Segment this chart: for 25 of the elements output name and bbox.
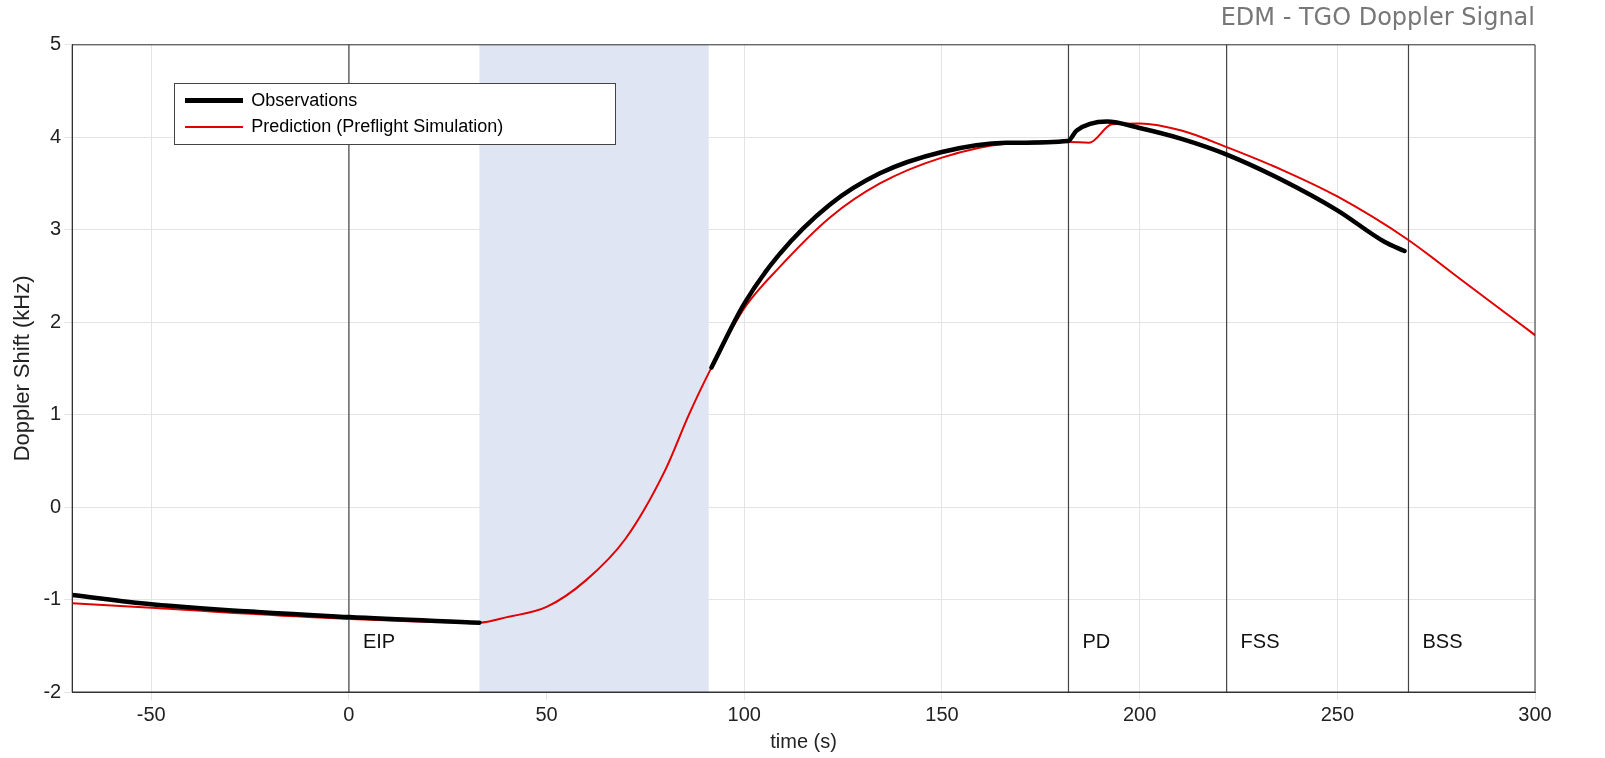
y-tick-label: -1 bbox=[43, 587, 62, 610]
ref-line-label: PD bbox=[1082, 630, 1111, 652]
legend-label: Prediction (Preflight Simulation) bbox=[251, 116, 504, 138]
y-axis-title: Doppler Shift (kHz) bbox=[9, 275, 35, 462]
ref-line-label: FSS bbox=[1240, 630, 1280, 652]
x-axis-title: time (s) bbox=[770, 729, 837, 752]
y-tick-label: 2 bbox=[50, 309, 62, 332]
x-tick-label: 100 bbox=[727, 702, 761, 725]
ref-line-label: EIP bbox=[362, 630, 396, 652]
y-tick-label: 0 bbox=[50, 494, 62, 517]
y-tick-label: -2 bbox=[43, 679, 62, 702]
x-tick-label: 150 bbox=[925, 702, 959, 725]
x-tick-label: 200 bbox=[1122, 702, 1157, 725]
y-tick-label: 1 bbox=[50, 402, 62, 425]
legend-label: Observations bbox=[251, 90, 358, 112]
x-tick-label: 300 bbox=[1518, 702, 1552, 725]
y-tick-label: 3 bbox=[50, 217, 62, 240]
y-tick-label: 4 bbox=[50, 124, 62, 147]
y-tick-label: 5 bbox=[50, 32, 62, 55]
x-tick-label: 0 bbox=[343, 702, 355, 725]
x-tick-label: -50 bbox=[136, 702, 166, 725]
x-tick-label: 250 bbox=[1320, 702, 1355, 725]
x-tick-label: 50 bbox=[535, 702, 558, 725]
ref-line-label: BSS bbox=[1422, 630, 1463, 652]
chart-title: EDM - TGO Doppler Signal bbox=[1220, 2, 1535, 31]
